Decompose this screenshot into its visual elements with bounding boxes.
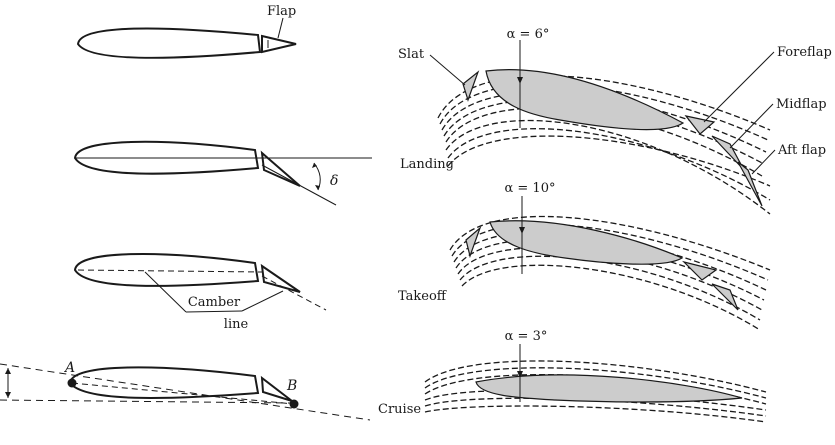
point-a-label: A: [63, 360, 75, 376]
landing-alpha: α = 6°: [507, 27, 550, 42]
takeoff-slat: [465, 226, 482, 259]
landing-slat: [462, 70, 480, 102]
aft-flap-label: Aft flap: [777, 143, 826, 158]
camber-label-line1: Camber: [188, 295, 241, 310]
takeoff-main-element: [489, 220, 684, 265]
flap-label: Flap: [267, 4, 296, 19]
camber-label-line2: line: [224, 317, 249, 332]
takeoff-foreflap: [682, 260, 718, 281]
cruise-label: Cruise: [378, 402, 421, 417]
point-a-marker: [67, 378, 77, 388]
cruise-alpha: α = 3°: [505, 329, 548, 344]
landing-label: Landing: [400, 157, 454, 172]
landing-aft-flap: [737, 161, 763, 207]
midflap-label: Midflap: [776, 97, 827, 112]
slat-label: Slat: [398, 47, 425, 62]
landing-foreflap: [684, 115, 716, 135]
cruise-airfoil: [475, 374, 743, 403]
takeoff-label: Takeoff: [398, 289, 448, 304]
takeoff-alpha: α = 10°: [505, 181, 556, 196]
foreflap-label: Foreflap: [777, 45, 832, 60]
landing-midflap: [711, 135, 745, 171]
airfoil-2-deflected: δ: [73, 140, 372, 206]
cruise-configuration: α = 3° Cruise: [378, 329, 767, 423]
point-b-label: B: [286, 378, 297, 394]
landing-main-element: [485, 69, 685, 131]
delta-symbol: δ: [330, 173, 338, 189]
point-b-marker: [289, 399, 299, 409]
airfoil-3-camber: Camber line: [73, 253, 327, 332]
takeoff-configuration: α = 10° Takeoff: [398, 181, 771, 331]
landing-configuration: α = 6° Landing Slat Foreflap Midflap Aft…: [398, 27, 832, 215]
airfoil-1-flap: Flap: [76, 4, 296, 59]
takeoff-aft-flap: [711, 283, 739, 311]
airfoil-4-chord: A B: [0, 360, 371, 421]
